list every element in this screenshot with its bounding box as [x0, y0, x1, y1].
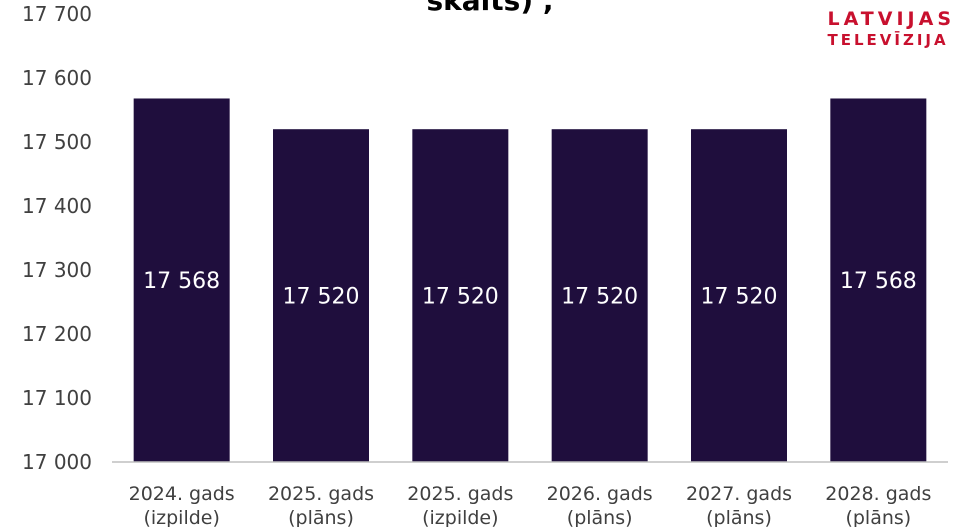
y-tick-label: 17 100: [22, 386, 92, 410]
y-axis: 17 000 17 100 17 200 17 300 17 400 17 500 17 6…: [22, 2, 92, 474]
bar: [273, 129, 369, 462]
bar-value-label: 17 520: [561, 285, 638, 310]
latvijas-televizija-logo: LATVIJAS TELEVĪZIJA: [827, 10, 955, 48]
x-tick-label: 2028. gads: [825, 483, 931, 505]
x-tick-label: (izpilde): [143, 507, 219, 527]
x-tick-label: 2026. gads: [547, 483, 653, 505]
x-tick-label: 2025. gads: [268, 483, 374, 505]
bars: 17 568 17 520 17 520 17 520 17 520 17 568: [133, 98, 927, 462]
logo-line-1: LATVIJAS: [827, 8, 955, 30]
y-tick-label: 17 700: [22, 2, 92, 26]
bar: [830, 98, 927, 462]
y-tick-label: 17 500: [22, 130, 92, 154]
bar: [133, 98, 230, 462]
x-tick-label: (plāns): [706, 507, 772, 527]
bar: [551, 129, 648, 462]
y-tick-label: 17 000: [22, 450, 92, 474]
bar-value-label: 17 568: [840, 269, 917, 294]
y-tick-label: 17 300: [22, 258, 92, 282]
x-tick-label: 2024. gads: [129, 483, 235, 505]
bar-value-label: 17 568: [143, 269, 220, 294]
y-tick-label: 17 600: [22, 66, 92, 90]
x-tick-label: 2027. gads: [686, 483, 792, 505]
x-tick-label: (izpilde): [422, 507, 498, 527]
bar-value-label: 17 520: [701, 285, 778, 310]
x-tick-label: (plāns): [288, 507, 354, 527]
x-tick-label: (plāns): [567, 507, 633, 527]
x-axis: 2024. gads(izpilde)2025. gads(plāns)2025…: [112, 461, 948, 527]
y-tick-label: 17 400: [22, 194, 92, 218]
x-tick-label: 2025. gads: [407, 483, 513, 505]
chart-title: skaits) ,: [426, 0, 554, 17]
logo-line-2: TELEVĪZIJA: [827, 31, 949, 49]
bar-value-label: 17 520: [422, 285, 499, 310]
bar: [691, 129, 787, 462]
bar: [412, 129, 509, 462]
x-tick-label: (plāns): [845, 507, 911, 527]
bar-value-label: 17 520: [283, 285, 360, 310]
y-tick-label: 17 200: [22, 322, 92, 346]
